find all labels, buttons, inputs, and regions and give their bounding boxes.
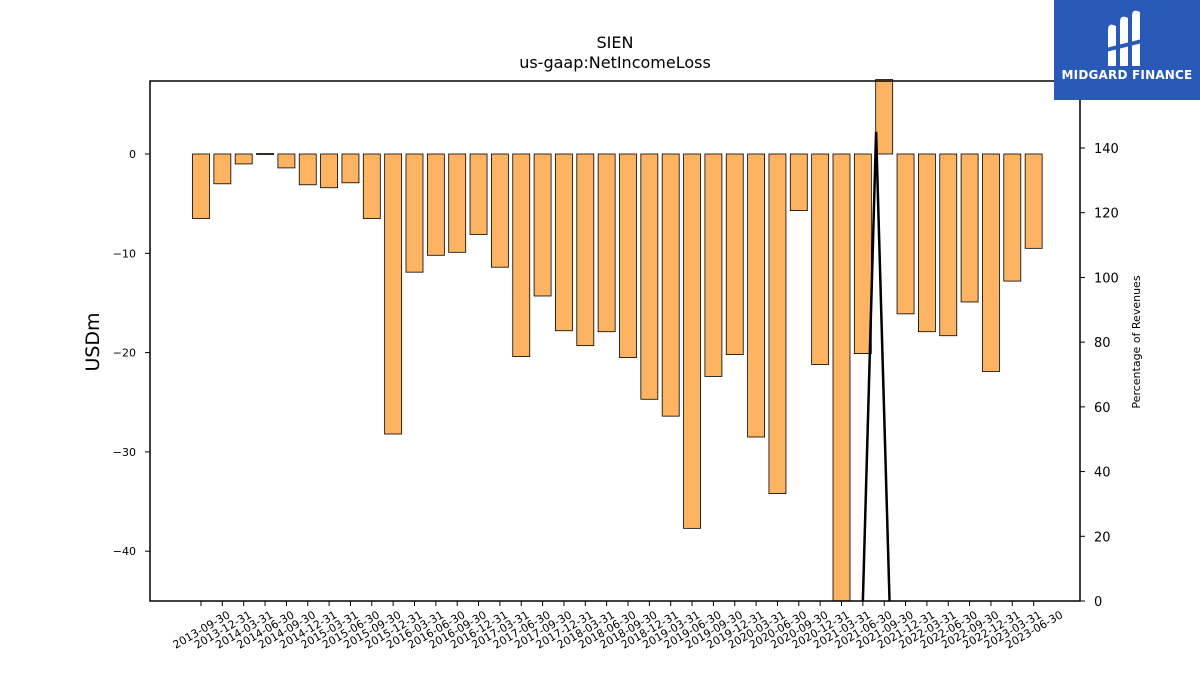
y-tick-label: −20 (113, 347, 136, 360)
y2-tick-label: 40 (1094, 466, 1111, 481)
y-tick-label: 0 (129, 148, 136, 161)
revenue-pct-line (861, 131, 891, 602)
bar (576, 153, 595, 347)
bar (683, 153, 701, 529)
bar (832, 153, 851, 602)
bar (448, 153, 467, 253)
y-tick-label: −30 (113, 446, 136, 459)
bar (320, 153, 339, 189)
y2-tick-label: 120 (1094, 207, 1119, 222)
bar (555, 153, 573, 332)
bar (426, 153, 445, 256)
y2-tick-label: 20 (1094, 530, 1111, 545)
y-axis-label: USDm (82, 312, 104, 371)
bar (1024, 153, 1043, 249)
y2-tick-label: 140 (1094, 142, 1119, 157)
bar (1003, 153, 1022, 282)
right-axis-ticks: 0 20 40 60 80 100 120 140 (1080, 142, 1119, 610)
bar (661, 153, 680, 417)
revenue-pct-line-group (861, 131, 891, 602)
bar (490, 153, 509, 268)
bar (704, 153, 723, 377)
bar (939, 153, 958, 337)
bar (512, 153, 531, 357)
y2-tick-label: 60 (1094, 401, 1111, 416)
bar (982, 153, 1000, 372)
bar (853, 153, 872, 354)
y2-tick-label: 0 (1094, 595, 1102, 610)
bar (192, 153, 210, 219)
bar (747, 153, 765, 438)
bar (597, 153, 616, 333)
bar (640, 153, 659, 400)
left-axis-ticks: 0 −10 −20 −30 −40 (113, 148, 150, 558)
bar (918, 153, 936, 333)
bar (725, 153, 744, 355)
bar-group (192, 79, 1043, 602)
bar (298, 153, 317, 186)
y-tick-label: −10 (113, 247, 136, 260)
bar (875, 79, 894, 155)
y-tick-label: −40 (113, 545, 136, 558)
brand-logo: MIDGARD FINANCE (1054, 0, 1200, 100)
bar (234, 153, 253, 165)
bar (384, 153, 403, 435)
bar (896, 153, 915, 315)
x-axis-ticks: 2013-09-302013-12-312014-03-312014-06-30… (171, 601, 1065, 652)
chart-subtitle: us-gaap:NetIncomeLoss (519, 53, 711, 72)
y2-axis-label: Percentage of Revenues (1130, 275, 1143, 408)
bar (341, 153, 360, 184)
bar (960, 153, 979, 303)
bar (362, 153, 381, 219)
chart-title: SIEN (597, 33, 634, 52)
bar (213, 153, 232, 185)
bar (533, 153, 552, 297)
bar (256, 153, 274, 155)
bar (811, 153, 830, 365)
y2-tick-label: 80 (1094, 336, 1111, 351)
bar (405, 153, 424, 273)
bar (789, 153, 808, 212)
bar (768, 153, 787, 495)
bar (619, 153, 637, 358)
bar (469, 153, 488, 235)
midgard-logo-icon (1106, 10, 1146, 67)
bar (277, 153, 296, 169)
plot-frame (149, 80, 1081, 602)
brand-name: MIDGARD FINANCE (1061, 68, 1193, 82)
y2-tick-label: 100 (1094, 271, 1119, 286)
